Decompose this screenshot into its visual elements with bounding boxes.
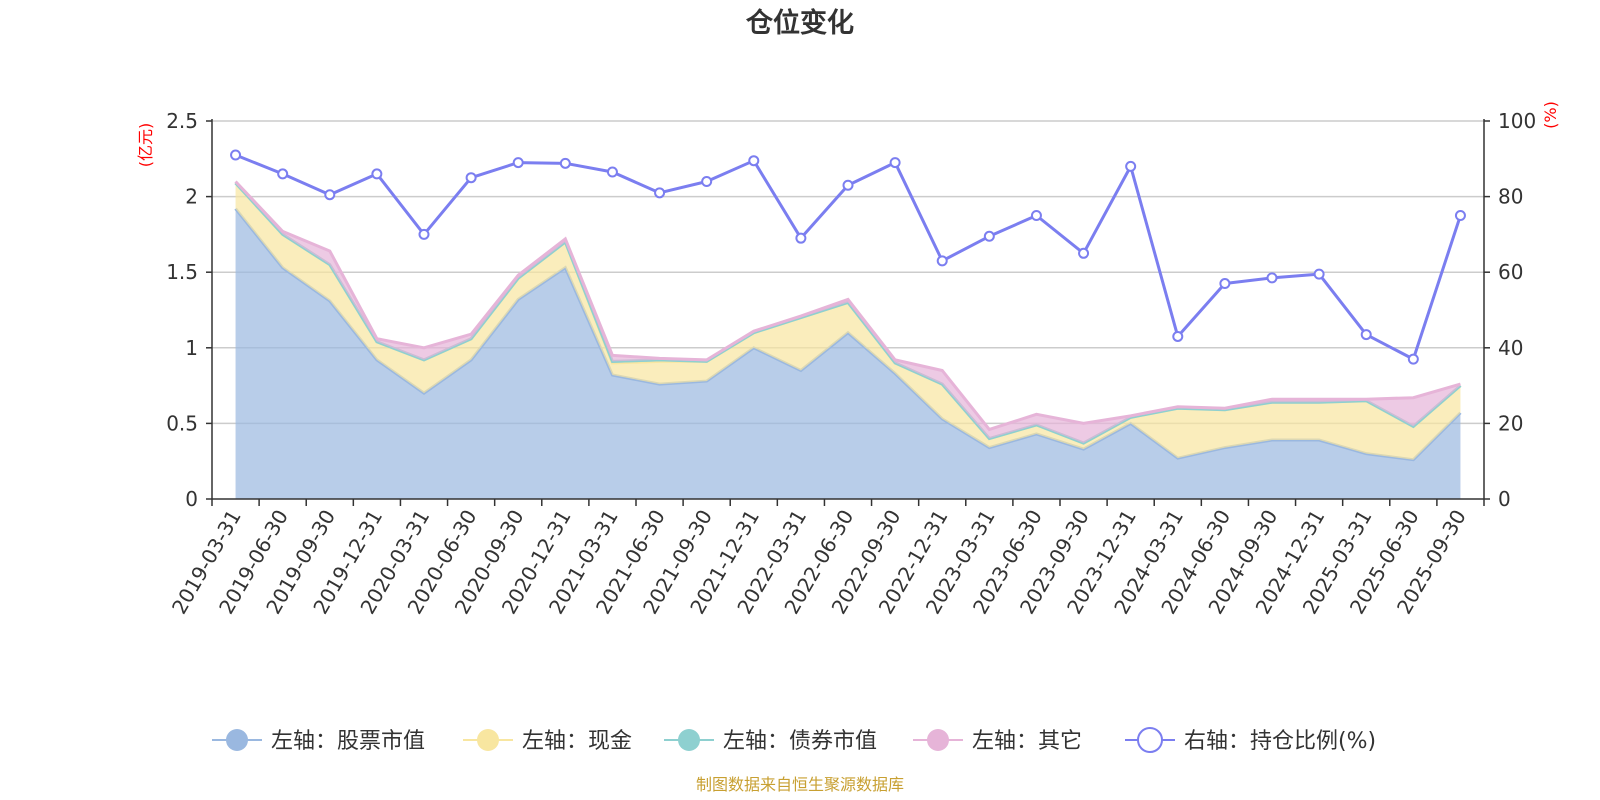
area-edge-4 <box>234 180 1461 432</box>
ratio-point[interactable] <box>795 232 807 244</box>
ratio-point[interactable] <box>889 157 901 169</box>
right-tick-label: 100 <box>1498 109 1536 133</box>
right-tick-label: 60 <box>1498 260 1523 284</box>
legend-label: 左轴：债券市值 <box>723 729 877 754</box>
data-source-note: 制图数据来自恒生聚源数据库 <box>696 775 904 794</box>
ratio-point[interactable] <box>1219 278 1231 290</box>
ratio-point[interactable] <box>936 255 948 267</box>
ratio-point[interactable] <box>1078 247 1090 259</box>
legend-label: 左轴：股票市值 <box>271 729 425 754</box>
legend-marker-icon <box>226 729 248 751</box>
ratio-point[interactable] <box>324 189 336 201</box>
legend-marker-icon <box>678 729 700 751</box>
left-axis-unit: (亿元) <box>136 123 155 168</box>
ratio-point[interactable] <box>1454 210 1466 221</box>
left-tick-label: 2 <box>185 185 198 209</box>
legend-item-4[interactable]: 左轴：其它 <box>913 729 1082 754</box>
left-tick-label: 1 <box>185 336 198 360</box>
ratio-point[interactable] <box>1030 210 1042 221</box>
ratio-point[interactable] <box>1125 160 1137 172</box>
right-tick-label: 80 <box>1498 185 1523 209</box>
legend-label: 右轴：持仓比例(%) <box>1184 729 1376 754</box>
legend[interactable]: 左轴：股票市值 左轴：现金 左轴：债券市值 左轴：其它 右轴：持仓比例(%) <box>212 727 1376 754</box>
ratio-point[interactable] <box>1360 329 1372 341</box>
area-1 <box>235 208 1461 500</box>
ratio-point[interactable] <box>512 157 524 169</box>
legend-item-1[interactable]: 左轴：股票市值 <box>212 729 425 754</box>
legend-label: 左轴：其它 <box>972 729 1082 754</box>
ratio-point[interactable] <box>654 187 666 199</box>
legend-marker-icon <box>927 729 949 751</box>
ratio-point[interactable] <box>230 149 242 161</box>
right-tick-label: 40 <box>1498 336 1523 360</box>
ratio-point[interactable] <box>371 168 383 180</box>
ratio-point[interactable] <box>1313 268 1325 280</box>
legend-item-3[interactable]: 左轴：债券市值 <box>664 729 877 754</box>
ratio-point[interactable] <box>842 179 854 191</box>
stacked-areas <box>234 180 1462 500</box>
ratio-point[interactable] <box>748 155 760 167</box>
legend-marker-icon <box>1137 727 1163 753</box>
ratio-point[interactable] <box>701 175 713 187</box>
left-tick-label: 0.5 <box>166 411 198 435</box>
ratio-point[interactable] <box>983 230 995 242</box>
left-tick-label: 0 <box>185 487 198 511</box>
right-tick-label: 0 <box>1498 487 1511 511</box>
legend-item-2[interactable]: 左轴：现金 <box>463 729 632 754</box>
ratio-point[interactable] <box>465 172 477 184</box>
ratio-point[interactable] <box>1407 353 1419 365</box>
chart-title: 仓位变化 <box>745 7 854 39</box>
left-tick-label: 1.5 <box>166 260 198 284</box>
ratio-line-series <box>230 149 1466 365</box>
legend-label: 左轴：现金 <box>522 729 632 754</box>
ratio-point[interactable] <box>1172 330 1184 342</box>
ratio-point[interactable] <box>418 228 430 240</box>
ratio-point[interactable] <box>277 168 289 180</box>
ratio-point[interactable] <box>1266 272 1278 284</box>
legend-marker-icon <box>477 729 499 751</box>
ratio-point[interactable] <box>559 157 571 169</box>
ratio-point[interactable] <box>606 166 618 178</box>
right-axis-unit: (%) <box>1541 101 1560 129</box>
area-2 <box>235 182 1461 460</box>
legend-item-5[interactable]: 右轴：持仓比例(%) <box>1125 727 1376 754</box>
right-tick-label: 20 <box>1498 411 1523 435</box>
left-tick-label: 2.5 <box>166 109 198 133</box>
